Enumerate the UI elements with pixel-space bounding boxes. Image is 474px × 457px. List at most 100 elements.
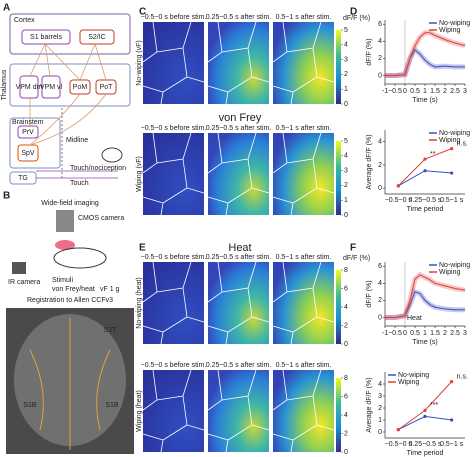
error-band [385,46,465,78]
y-tick-label: 2 [378,297,382,304]
diagram-label: Touch [70,180,89,187]
colorbar-tick-label: 4 [344,153,348,160]
colorbar-tick-label: 3 [344,167,348,174]
region-outline [272,21,335,105]
diagram-label: PoT [100,84,114,91]
colorbar [336,270,341,344]
panel-letter: C [139,7,146,18]
y-axis-label: Average dF/F (%) [366,377,373,432]
diagram-label: PrV [22,129,34,136]
colorbar-tick-label: 8 [344,267,348,274]
row-label: No-wiping (heat) [136,277,143,328]
colorbar-tick-label: 0 [344,101,348,108]
projection-arrows [29,43,107,146]
colorbar [336,141,341,215]
column-header: 0.5~1 s after stim. [276,254,332,261]
setup-label: Registration to Allen CCFv3 [27,297,113,304]
series-line [385,32,466,76]
colorbar-tick-label: 3 [344,56,348,63]
stimulus-label: Heat [407,315,422,322]
y-axis-label: dF/F (%) [366,38,373,65]
x-axis-label: Time period [407,206,444,213]
heatmap [143,22,204,104]
colorbar-tick-label: 2 [344,182,348,189]
x-tick-label: 1 [423,88,427,95]
diagram-label: VPM vl [40,84,63,91]
diagram-label: Brainstem [12,119,44,126]
column-header: 0.5~1 s after stim. [276,362,332,369]
setup-label: Wide-field imaging [41,200,99,207]
colorbar-label: dF/F (%) [343,15,370,22]
atlas-region-label: S1T [104,327,118,334]
column-header: 0.5~1 s after stim. [276,125,332,132]
x-tick-label: 0.5 [410,88,420,95]
heatmap [208,133,269,215]
x-tick-label: −0.5~0 s [385,441,413,448]
legend-label: Wiping [439,137,461,144]
series-line [385,291,465,318]
y-tick-label: 0 [378,429,382,436]
cortex-box [9,13,131,55]
row-label: Wiping (heat) [136,390,143,432]
colorbar-tick-label: 0 [344,341,348,348]
point [450,147,454,151]
heatmap [273,370,334,452]
region-outline [272,132,335,216]
y-tick-label: 4 [378,38,382,45]
diagram-label: PoM [73,84,88,91]
setup-label: vF 1 g [100,286,120,293]
colorbar-tick-label: 6 [344,393,348,400]
point [450,380,454,384]
setup-label: von Frey/heat [52,286,95,293]
x-tick-label: 0 [403,88,407,95]
colorbar-tick-label: 1 [344,86,348,93]
point [396,184,400,188]
point [423,414,427,418]
x-tick-label: 2.5 [450,330,460,337]
y-tick-label: 1 [378,417,382,424]
heatmap [208,22,269,104]
y-tick-label: 6 [378,263,382,270]
x-tick-label: 2.5 [450,88,460,95]
x-tick-label: 0.5 [410,330,420,337]
point [396,428,400,432]
y-axis-label: dF/F (%) [366,280,373,307]
setup-label: IR camera [8,279,40,286]
row-label: No-wiping (vF) [136,40,143,86]
heatmap [143,370,204,452]
x-tick-label: 1.5 [430,88,440,95]
region-outline [272,369,335,453]
colorbar-tick-label: 4 [344,304,348,311]
spv-box [17,144,39,162]
error-band [385,288,465,320]
colorbar-tick-label: 2 [344,430,348,437]
x-tick-label: 2 [443,330,447,337]
panel-letter: B [3,191,10,202]
colorbar-tick-label: 0 [344,449,348,456]
series-line [385,274,466,318]
colorbar-tick-label: 2 [344,71,348,78]
colorbar-tick-label: 6 [344,285,348,292]
setup-label: CMOS camera [78,215,124,222]
axes [384,130,465,195]
panel-letter: D [350,7,357,18]
section-title: Heat [228,242,251,254]
region-outline [207,261,270,345]
y-tick-label: 6 [378,21,382,28]
heatmap [208,370,269,452]
x-tick-label: -1 [382,88,388,95]
colorbar-tick-label: 8 [344,375,348,382]
diagram-label: Cortex [14,17,35,24]
significance-label: n.s. [457,140,468,147]
panel-letter: A [3,3,10,14]
ir-camera-icon [12,262,26,274]
diagram-label: S1 barrels [30,34,62,41]
x-tick-label: 0.5~1 s [440,441,464,448]
x-tick-label: 1 [423,330,427,337]
brain-icon [55,240,75,250]
y-tick-label: 0 [378,185,382,192]
x-tick-label: 0.25~0.5 s [409,197,442,204]
column-header: −0.5~0 s before stim. [141,254,207,261]
heatmap [273,22,334,104]
